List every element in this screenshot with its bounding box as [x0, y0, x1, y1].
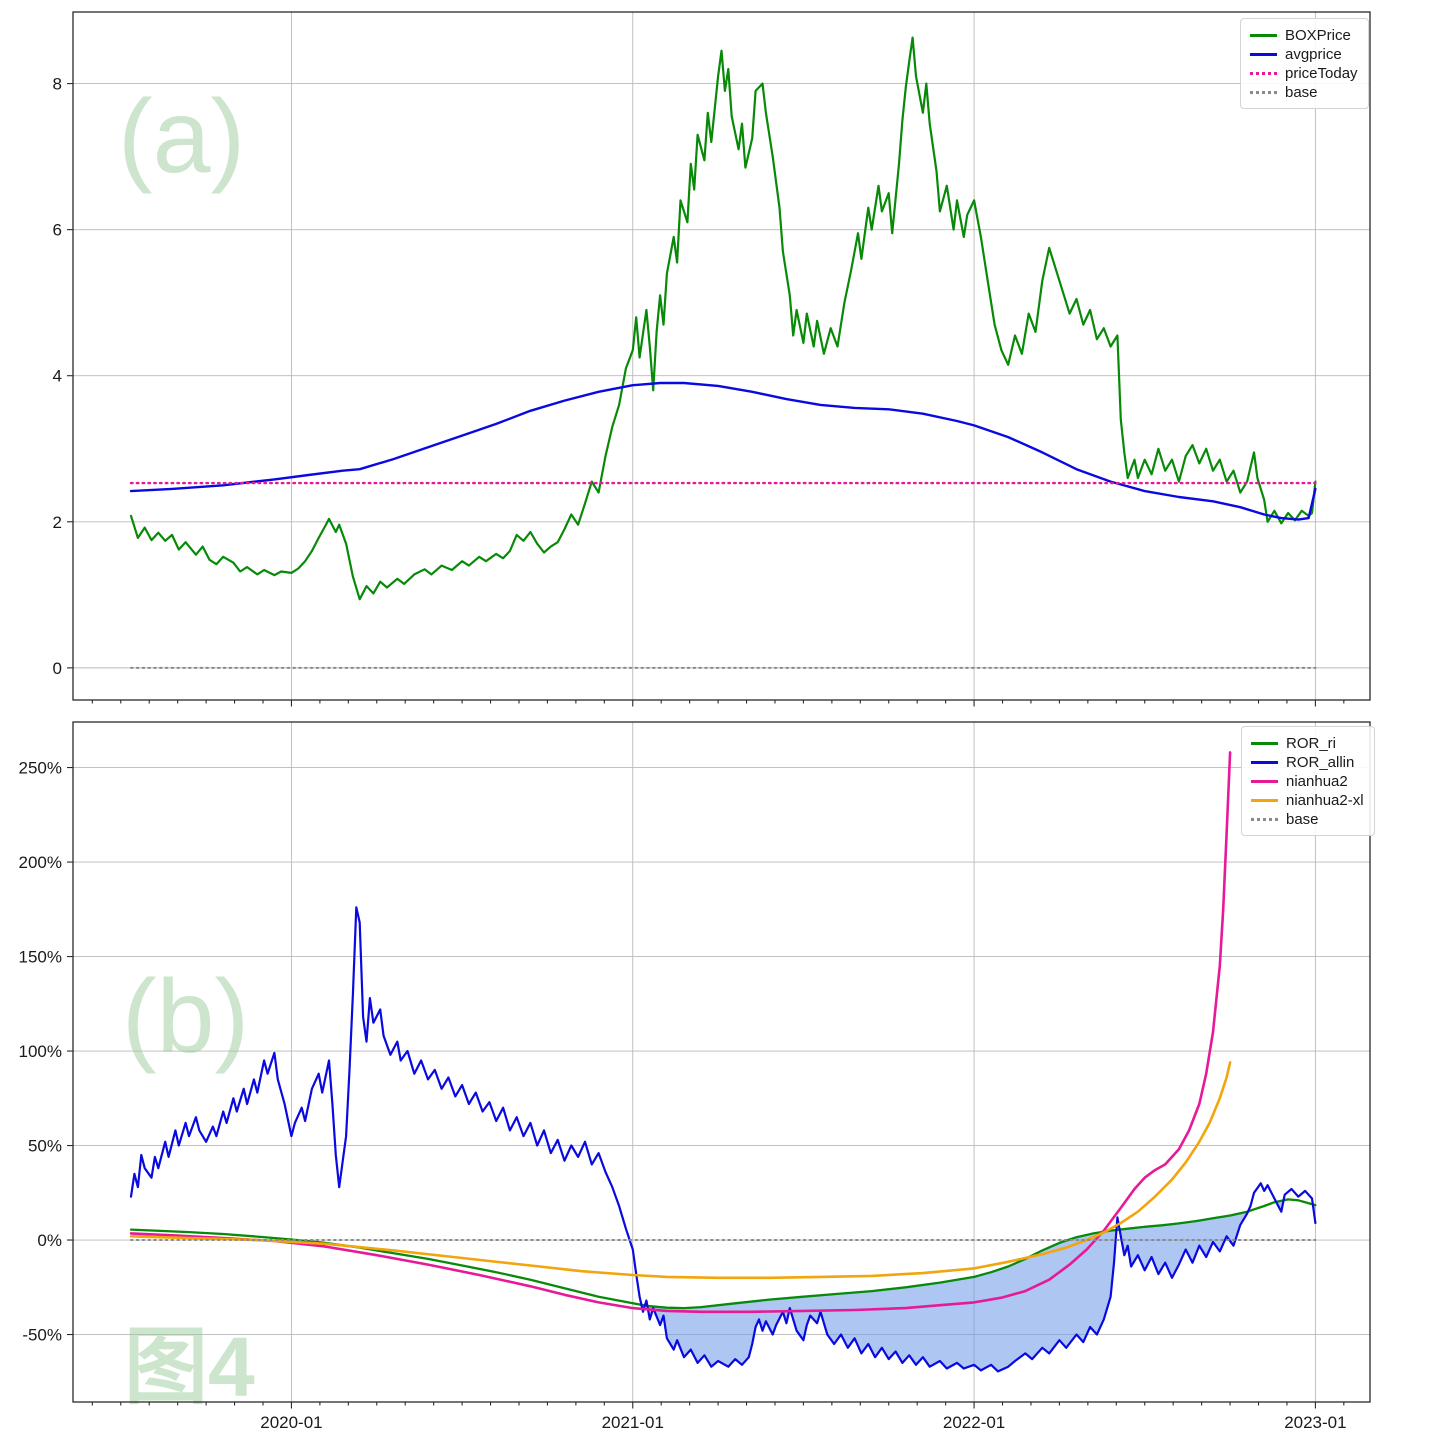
legend-item-nianhua2: nianhua2 — [1251, 772, 1364, 791]
svg-text:8: 8 — [53, 75, 62, 94]
svg-text:4: 4 — [53, 367, 62, 386]
legend-swatch-nianhua2-xl-icon — [1251, 799, 1278, 802]
svg-text:2022-01: 2022-01 — [943, 1413, 1005, 1432]
svg-text:6: 6 — [53, 221, 62, 240]
legend-price-panel: BOXPrice avgprice priceToday base — [1240, 18, 1369, 109]
svg-text:0: 0 — [53, 659, 62, 678]
legend-label: base — [1286, 811, 1319, 828]
legend-item-base: base — [1251, 810, 1364, 829]
watermark-panel-b: (b) — [122, 959, 249, 1075]
svg-text:100%: 100% — [19, 1042, 62, 1061]
legend-item-BOXPrice: BOXPrice — [1250, 26, 1358, 45]
legend-swatch-nianhua2-icon — [1251, 780, 1278, 783]
legend-label: priceToday — [1285, 65, 1358, 82]
fill-between-ror — [642, 1200, 1316, 1371]
legend-ror-panel: ROR_ri ROR_allin nianhua2 nianhua2-xl base — [1241, 726, 1375, 836]
series-nianhua2 — [129, 751, 1232, 1314]
svg-text:2021-01: 2021-01 — [602, 1413, 664, 1432]
svg-text:250%: 250% — [19, 759, 62, 778]
series-avgprice — [129, 381, 1317, 521]
svg-text:2023-01: 2023-01 — [1284, 1413, 1346, 1432]
legend-swatch-base-icon — [1251, 818, 1278, 821]
series-BOXPrice — [129, 36, 1317, 601]
legend-swatch-ROR_allin-icon — [1251, 761, 1278, 764]
watermark-figure-label: 图4 — [124, 1320, 255, 1414]
plot-border-ror_panel — [72, 721, 1371, 1403]
legend-swatch-avgprice-icon — [1250, 53, 1277, 56]
ticks-price_panel — [67, 83, 1345, 707]
series-ROR_ri — [129, 1198, 1317, 1310]
legend-item-avgprice: avgprice — [1250, 45, 1358, 64]
tick-labels-price_panel: 0 2 4 6 8 — [53, 75, 62, 678]
legend-item-priceToday: priceToday — [1250, 64, 1358, 83]
svg-text:2: 2 — [53, 513, 62, 532]
svg-text:2020-01: 2020-01 — [260, 1413, 322, 1432]
svg-text:0%: 0% — [37, 1231, 62, 1250]
gridlines-ror_panel — [73, 722, 1370, 1402]
panel-ror_panel: (b) 图4 -50% 0% 50% 100% 150% 200% 250% 2020-01 202… — [19, 721, 1371, 1432]
tick-labels-ror_panel: -50% 0% 50% 100% 150% 200% 250% 2020-01 2021-01 2… — [19, 759, 1347, 1432]
legend-swatch-base-icon — [1250, 91, 1277, 94]
legend-item-ROR_ri: ROR_ri — [1251, 734, 1364, 753]
legend-item-base: base — [1250, 83, 1358, 102]
legend-item-ROR_allin: ROR_allin — [1251, 753, 1364, 772]
watermark-panel-a: (a) — [118, 79, 245, 195]
legend-label: nianhua2 — [1286, 773, 1348, 790]
legend-label: nianhua2-xl — [1286, 792, 1364, 809]
legend-label: ROR_allin — [1286, 754, 1355, 771]
series-nianhua2-xl — [129, 1061, 1232, 1280]
plot-border-price_panel — [72, 11, 1371, 701]
panel-price_panel: (a) 0 2 4 6 8 — [53, 11, 1371, 707]
legend-swatch-ROR_ri-icon — [1251, 742, 1278, 745]
svg-text:-50%: -50% — [22, 1326, 62, 1345]
legend-label: ROR_ri — [1286, 735, 1337, 752]
series-ROR_allin — [129, 906, 1317, 1373]
svg-text:200%: 200% — [19, 853, 62, 872]
svg-text:150%: 150% — [19, 948, 62, 967]
ticks-ror_panel — [67, 766, 1345, 1409]
legend-label: BOXPrice — [1285, 27, 1351, 44]
legend-label: avgprice — [1285, 46, 1342, 63]
legend-swatch-priceToday-icon — [1250, 72, 1277, 75]
legend-label: base — [1285, 84, 1318, 101]
legend-item-nianhua2-xl: nianhua2-xl — [1251, 791, 1364, 810]
legend-swatch-BOXPrice-icon — [1250, 34, 1277, 37]
svg-text:50%: 50% — [28, 1137, 62, 1156]
gridlines-price_panel — [73, 12, 1370, 700]
